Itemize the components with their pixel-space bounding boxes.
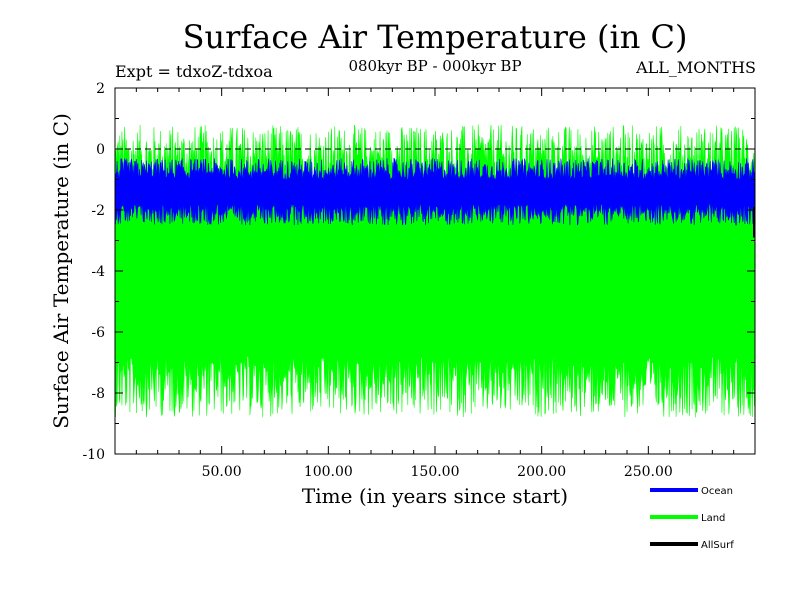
y-tick-label: -10 (82, 447, 105, 463)
x-tick-label: 250.00 (624, 464, 673, 480)
months-label: ALL_MONTHS (635, 58, 756, 77)
y-tick-label: -4 (91, 264, 105, 280)
y-axis: 2 0 -2 -4 -6 -8 -10 (82, 81, 755, 463)
y-tick-label: 0 (96, 142, 105, 158)
legend-label-ocean: Ocean (701, 486, 733, 497)
y-tick-label: -8 (91, 386, 105, 402)
y-tick-label: -6 (91, 325, 105, 341)
experiment-label: Expt = tdxoZ-tdxoa (115, 62, 273, 81)
legend: Ocean Land AllSurf (650, 486, 734, 551)
x-tick-label: 100.00 (304, 464, 353, 480)
x-axis: 50.00 100.00 150.00 200.00 250.00 (135, 88, 735, 480)
y-tick-label: 2 (96, 81, 105, 97)
x-tick-label: 150.00 (411, 464, 460, 480)
chart-title: Surface Air Temperature (in C) (183, 18, 688, 56)
y-axis-label: Surface Air Temperature (in C) (49, 113, 73, 429)
y-tick-label: -2 (91, 203, 105, 219)
x-axis-label: Time (in years since start) (302, 484, 568, 508)
chart-subtitle: 080kyr BP - 000kyr BP (348, 57, 521, 75)
legend-label-allsurf: AllSurf (701, 540, 734, 551)
x-tick-label: 50.00 (202, 464, 242, 480)
legend-label-land: Land (701, 513, 725, 524)
plot-area (114, 124, 756, 418)
x-tick-label: 200.00 (517, 464, 566, 480)
